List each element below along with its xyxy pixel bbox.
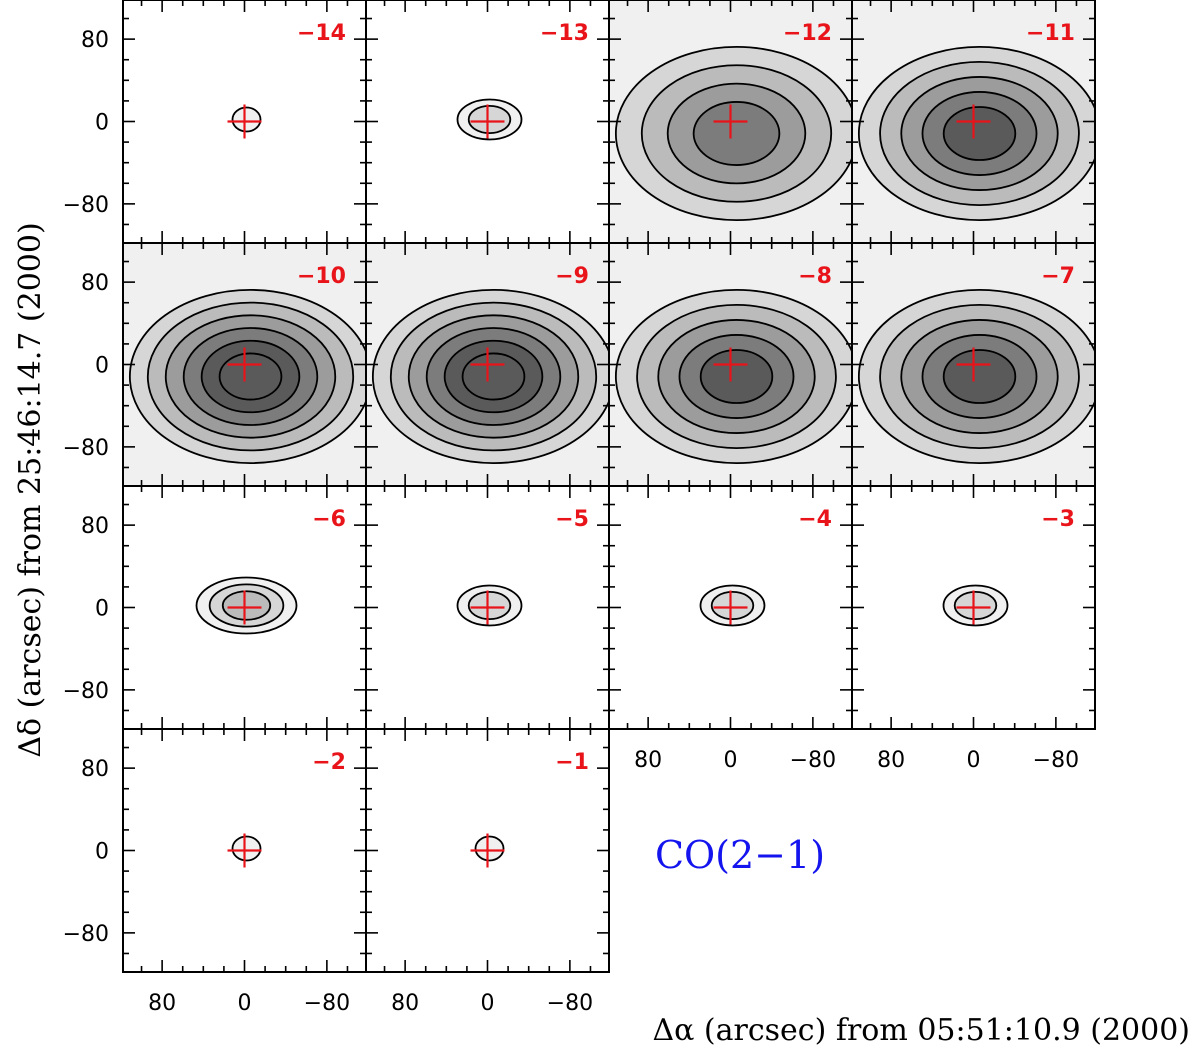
y-tick-label: 0 — [95, 840, 109, 865]
channel-panel: −14 — [122, 0, 367, 244]
velocity-label: −3 — [1041, 507, 1075, 532]
contour-level — [692, 101, 781, 166]
channel-panel: −7 — [851, 242, 1096, 487]
x-tick-label: −80 — [790, 748, 836, 773]
contour-level — [231, 106, 262, 133]
contour-level — [231, 835, 262, 862]
y-tick-label: −80 — [63, 922, 109, 947]
contour-level — [710, 591, 755, 621]
velocity-label: −4 — [798, 507, 832, 532]
channel-panel: −13 — [365, 0, 610, 244]
velocity-label: −7 — [1041, 264, 1075, 289]
y-tick-label: −80 — [63, 436, 109, 461]
emission-contours — [195, 576, 298, 635]
channel-panel: −6 — [122, 485, 367, 730]
velocity-label: −1 — [555, 750, 589, 775]
molecular-line-label: CO(2−1) — [655, 833, 825, 877]
contour-level — [474, 835, 505, 862]
x-tick-label: 80 — [391, 991, 419, 1016]
x-tick-label: −80 — [1033, 748, 1079, 773]
emission-contours — [852, 0, 1095, 243]
y-tick-label: 80 — [81, 271, 109, 296]
y-tick-label: 80 — [81, 28, 109, 53]
contour-level — [218, 352, 283, 401]
y-tick-label: 0 — [95, 111, 109, 136]
contour-level — [942, 349, 1017, 404]
channel-panel: −4 — [608, 485, 853, 730]
velocity-label: −6 — [312, 507, 346, 532]
velocity-label: −8 — [798, 264, 832, 289]
emission-contours — [456, 584, 523, 627]
emission-contours — [231, 106, 262, 133]
velocity-label: −13 — [540, 21, 589, 46]
contour-level — [461, 352, 526, 401]
y-tick-label: 80 — [81, 514, 109, 539]
y-tick-label: 0 — [95, 597, 109, 622]
contour-level — [942, 106, 1017, 161]
emission-contours — [609, 243, 852, 486]
y-tick-label: −80 — [63, 193, 109, 218]
x-tick-label: −80 — [547, 991, 593, 1016]
velocity-label: −10 — [297, 264, 346, 289]
emission-contours — [609, 0, 852, 243]
channel-panel: −5 — [365, 485, 610, 730]
emission-contours — [123, 243, 366, 486]
velocity-label: −9 — [555, 264, 589, 289]
emission-contours — [366, 243, 609, 486]
emission-contours — [456, 98, 523, 141]
channel-panel: −3 — [851, 485, 1096, 730]
velocity-label: −5 — [555, 507, 589, 532]
emission-contours — [474, 835, 505, 862]
emission-contours — [699, 584, 766, 627]
x-tick-label: 0 — [481, 991, 495, 1016]
channel-panel: −10 — [122, 242, 367, 487]
contour-level — [467, 591, 512, 621]
channel-panels: −14 −13 −12 −11 −10 −9 −8 −7 −6 −5 −4 −3 −2 −1 — [122, 0, 1096, 973]
channel-panel: −8 — [608, 242, 853, 487]
channel-panel: −9 — [365, 242, 610, 487]
contour-level — [699, 349, 774, 404]
channel-panel: −12 — [608, 0, 853, 244]
velocity-label: −14 — [297, 21, 346, 46]
emission-contours — [231, 835, 262, 862]
emission-contours — [942, 584, 1009, 627]
channel-panel: −11 — [851, 0, 1096, 244]
y-tick-label: −80 — [63, 679, 109, 704]
x-tick-label: 80 — [877, 748, 905, 773]
contour-level — [953, 591, 998, 621]
x-tick-label: 0 — [238, 991, 252, 1016]
velocity-label: −12 — [783, 21, 832, 46]
y-tick-label: 0 — [95, 354, 109, 379]
velocity-label: −2 — [312, 750, 346, 775]
x-tick-label: −80 — [304, 991, 350, 1016]
x-axis-label: Δα (arcsec) from 05:51:10.9 (2000) — [652, 1013, 1190, 1048]
x-tick-label: 80 — [634, 748, 662, 773]
y-tick-label: 80 — [81, 757, 109, 782]
velocity-label: −11 — [1026, 21, 1075, 46]
channel-panel: −2 — [122, 728, 367, 973]
contour-level — [221, 590, 272, 621]
x-tick-label: 0 — [967, 748, 981, 773]
y-axis-label: Δδ (arcsec) from 25:46:14.7 (2000) — [13, 222, 48, 757]
channel-panel: −1 — [365, 728, 610, 973]
x-tick-label: 0 — [724, 748, 738, 773]
contour-level — [467, 105, 512, 135]
x-tick-label: 80 — [148, 991, 176, 1016]
